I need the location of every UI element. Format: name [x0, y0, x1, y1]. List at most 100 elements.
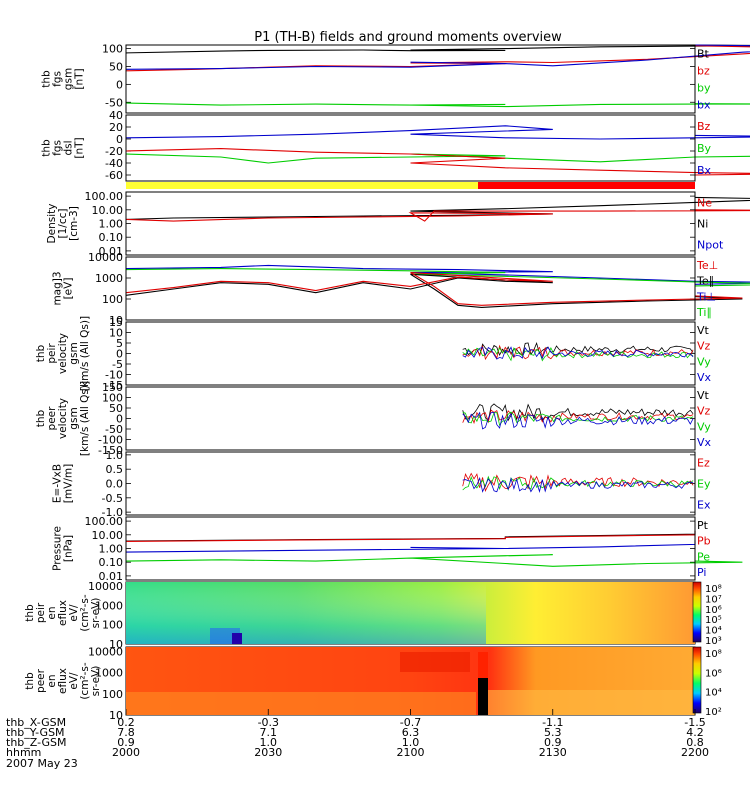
colorbar-tick-label: 10⁶	[705, 605, 722, 616]
y-tick-label: 0.0	[106, 478, 124, 491]
x-row-value: 0.8	[686, 736, 704, 749]
x-row-value: 2200	[681, 746, 709, 759]
y-tick-label: 50	[109, 402, 123, 415]
series-line	[462, 346, 694, 360]
y-axis-label: thbfgsgsm[nT]	[41, 68, 86, 90]
panels: 100500-50thbfgsgsm[nT]Btbzbybx40200-20-4…	[24, 43, 750, 722]
legend-entry: Te∥	[696, 275, 714, 288]
x-axis: thb_X-GSM 0.2 -0.3 -0.7 -1.1 -1.5 thb_Y-GSM 7.8…	[6, 709, 709, 759]
x-row-value: 2130	[539, 746, 567, 759]
y-tick-label: -100	[98, 434, 123, 447]
colorbar-tick-label: 10⁷	[705, 594, 722, 605]
series-line	[125, 272, 743, 306]
y-tick-label: 100	[102, 688, 123, 701]
y-tick-label: 0.01	[99, 570, 124, 583]
panel-frame	[125, 114, 696, 182]
series-line	[462, 476, 694, 494]
x-row-value: 2000	[112, 746, 140, 759]
y-tick-label: 10	[109, 709, 123, 722]
legend-entry: By	[697, 142, 712, 155]
y-tick-label: 100	[102, 293, 123, 306]
y-tick-label: 0.10	[99, 556, 124, 569]
y-tick-label: 10000	[88, 580, 123, 593]
y-tick-label: -40	[105, 157, 123, 170]
y-tick-label: -60	[105, 169, 123, 182]
y-tick-label: 10	[109, 314, 123, 327]
colorbar-tick-label: 10³	[705, 636, 722, 647]
legend-entry: Ez	[697, 457, 710, 470]
legend-entry: Pt	[697, 519, 709, 532]
y-tick-label: -10	[105, 369, 123, 382]
y-tick-label: 10.00	[92, 529, 124, 542]
x-row-value: 1.0	[260, 736, 278, 749]
x-row-value: 5.3	[544, 726, 562, 739]
y-tick-label: 100	[102, 43, 123, 56]
legend-entry: Pe	[697, 550, 710, 563]
legend-entry: Npot	[697, 239, 724, 252]
peir-spectrogram-image	[126, 582, 695, 644]
series-line	[125, 153, 750, 164]
y-tick-label: 1000	[95, 272, 123, 285]
x-row-value: 6.3	[402, 726, 420, 739]
panel-frame	[125, 451, 696, 516]
series-line	[125, 209, 750, 222]
y-tick-label: 20	[109, 121, 123, 134]
y-tick-label: 15	[109, 316, 123, 329]
x-row-value: -0.7	[400, 716, 421, 729]
legend-entry: Ey	[697, 478, 711, 491]
y-tick-label: -1.0	[102, 506, 123, 519]
legend-entry: Ne	[697, 197, 712, 210]
series-line	[125, 196, 750, 220]
y-tick-label: 1.00	[99, 543, 124, 556]
x-row-value: 2100	[397, 746, 425, 759]
x-row-value: -1.1	[542, 716, 563, 729]
x-row-value: 7.1	[260, 726, 278, 739]
y-tick-label: 100	[102, 619, 123, 632]
x-row-value: 2030	[254, 746, 282, 759]
panel-frame	[125, 516, 696, 581]
x-row-value: -1.5	[684, 716, 705, 729]
y-tick-label: -50	[105, 423, 123, 436]
y-tick-label: 0.5	[106, 463, 124, 476]
x-row-label: thb_Y-GSM	[6, 726, 65, 739]
y-tick-label: 0	[116, 413, 123, 426]
legend-entry: Vt	[697, 324, 710, 337]
colorbar-tick-label: 10²	[705, 707, 722, 718]
y-tick-label: -20	[105, 145, 123, 158]
series-line	[125, 540, 696, 553]
x-row-value: 0.2	[117, 716, 135, 729]
status-bar-yellow	[126, 182, 478, 189]
y-tick-label: 0.10	[99, 231, 124, 244]
colorbar-tick-label: 10⁴	[705, 626, 722, 637]
legend-entry: Pi	[697, 566, 706, 579]
series-line	[125, 148, 750, 176]
panel-efield: 1.00.5 0.0-0.5-1.0 E=-VxB[mV/m] Ez Ey Ex	[52, 449, 711, 519]
series-line	[125, 125, 750, 140]
peer-colorbar	[692, 646, 702, 714]
series-line	[125, 273, 743, 308]
y-tick-label: 1000	[95, 599, 123, 612]
series-line	[462, 409, 694, 425]
x-row-value: 4.2	[686, 726, 704, 739]
y-tick-label: 1.0	[106, 449, 124, 462]
y-axis-label: mag]3[eV]	[52, 271, 75, 305]
series-line	[462, 475, 694, 492]
x-row-value: 0.9	[117, 736, 135, 749]
colorbar-tick-label: 10⁵	[705, 615, 722, 626]
y-tick-label: 1000	[95, 667, 123, 680]
y-tick-label: -15	[105, 379, 123, 392]
legend-entry: Vt	[697, 389, 710, 402]
series-line	[125, 44, 750, 54]
y-tick-label: 40	[109, 109, 123, 122]
y-tick-label: 50	[109, 60, 123, 73]
x-row-label: thb_Z-GSM	[6, 736, 66, 749]
legend-entry: Pb	[697, 535, 711, 548]
y-tick-label: 0	[116, 348, 123, 361]
